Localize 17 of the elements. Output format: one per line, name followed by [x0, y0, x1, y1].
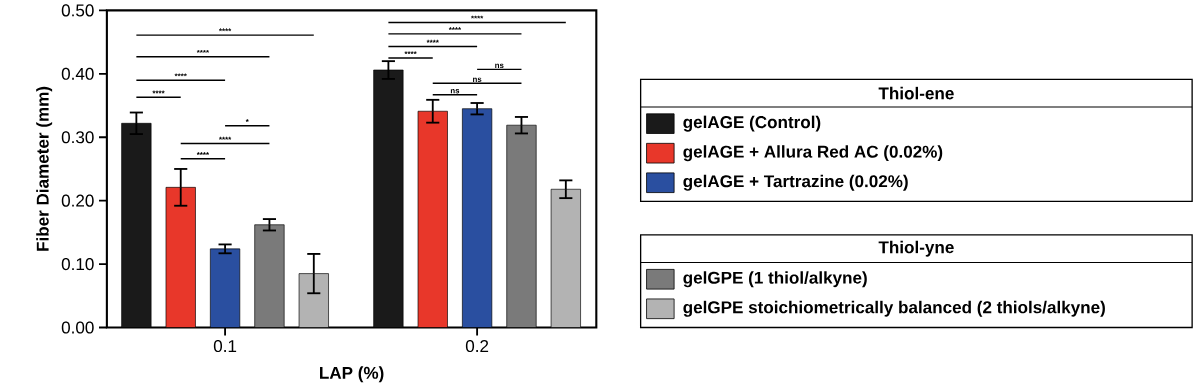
legend-label: gelGPE stoichiometrically balanced (2 thiols/alkyne) — [683, 301, 1105, 318]
text: Thiol-yne — [878, 240, 954, 257]
x-tick-label: 0.2 — [465, 340, 489, 353]
y-tick-label: 0.20 — [61, 194, 94, 207]
y-axis-title: Fiber Diameter (mm) — [36, 87, 53, 252]
text: Thiol-ene — [878, 87, 954, 100]
y-tick-label: 0.40 — [61, 68, 94, 81]
y-tick-label: 0.00 — [61, 321, 94, 334]
legend-label: gelGPE (1 thiol/alkyne) — [683, 271, 867, 288]
legend-label: gelAGE + Tartrazine (0.02%) — [683, 174, 908, 191]
y-tick-label: 0.50 — [61, 4, 94, 17]
x-axis-title: LAP (%) — [320, 366, 384, 383]
y-tick-label: 0.30 — [61, 131, 94, 144]
y-tick-label: 0.10 — [61, 258, 94, 271]
legend-label: gelAGE (Control) — [683, 115, 821, 132]
x-tick-label: 0.1 — [213, 340, 237, 353]
legend-label: gelAGE + Allura Red AC (0.02%) — [683, 145, 943, 162]
